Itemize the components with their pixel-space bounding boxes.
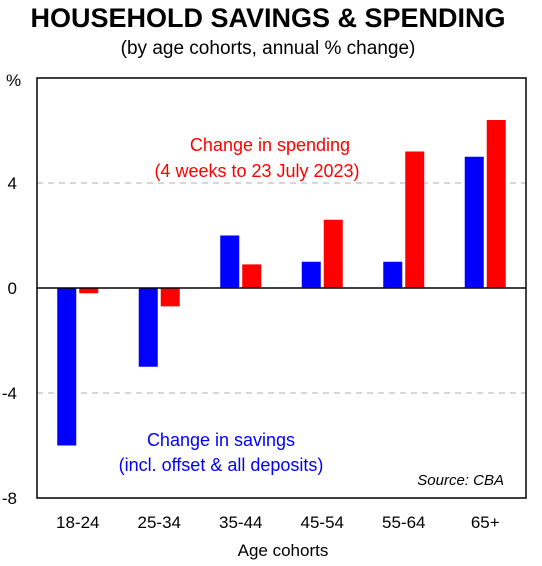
x-tick-label: 55-64: [382, 513, 425, 532]
bars: [57, 120, 506, 446]
y-tick-label: 0: [8, 279, 17, 298]
y-tick-label: 4: [8, 174, 17, 193]
savings-bar-25-34: [138, 288, 158, 367]
spending-bar-18-24: [79, 288, 99, 294]
x-axis-label: Age cohorts: [238, 541, 329, 560]
spending-annotation-line1: Change in spending: [190, 135, 350, 155]
savings-bar-65+: [464, 156, 484, 288]
spending-bar-35-44: [242, 264, 262, 288]
source-note: Source: CBA: [417, 472, 504, 489]
chart-subtitle: (by age cohorts, annual % change): [121, 38, 416, 59]
gridlines: [37, 182, 526, 394]
spending-bar-25-34: [160, 288, 180, 307]
savings-bar-55-64: [383, 261, 403, 288]
y-tick-label: -8: [2, 489, 17, 508]
savings-bar-45-54: [301, 261, 321, 288]
spending-annotation-line2: (4 weeks to 23 July 2023): [154, 161, 359, 181]
x-tick-label: 65+: [471, 513, 500, 532]
savings-bar-18-24: [57, 288, 77, 446]
x-tick-label: 35-44: [219, 513, 262, 532]
x-tick-label: 18-24: [56, 513, 99, 532]
spending-bar-55-64: [405, 151, 425, 288]
y-tick-labels: -8 -4 0 4: [2, 174, 17, 508]
x-tick-label: 45-54: [301, 513, 344, 532]
savings-bar-35-44: [220, 235, 240, 288]
y-tick-label: -4: [2, 384, 17, 403]
plot-frame: [36, 77, 527, 499]
y-axis-label: %: [6, 71, 21, 90]
spending-bar-65+: [486, 120, 506, 288]
savings-annotation-line1: Change in savings: [147, 430, 295, 450]
spending-bar-45-54: [323, 219, 343, 288]
x-tick-label: 25-34: [138, 513, 181, 532]
savings-annotation-line2: (incl. offset & all deposits): [119, 455, 324, 475]
chart-title: HOUSEHOLD SAVINGS & SPENDING: [30, 3, 505, 33]
x-tick-labels: 18-24 25-34 35-44 45-54 55-64 65+: [56, 513, 500, 532]
